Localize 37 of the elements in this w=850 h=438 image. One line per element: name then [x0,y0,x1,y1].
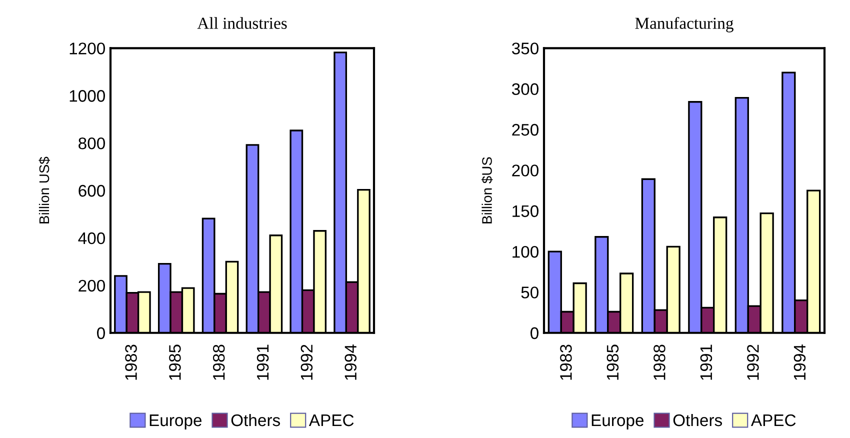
y-tick-label: 0 [97,327,105,340]
y-tick-label: 50 [521,286,538,298]
y-tick-label: 300 [512,83,538,96]
y-tick-label: 400 [78,232,105,244]
x-tick-label: 1994 [344,344,357,380]
y-tick-label: 0 [530,327,538,340]
x-tick-label: 1983 [125,344,137,380]
y-tick-label: 200 [512,164,538,176]
y-tick-label: 200 [78,280,105,292]
x-tick-label: 1994 [794,344,806,380]
legend-label: Others [673,414,722,426]
legend-label: Europe [150,414,202,430]
y-tick-label: 250 [512,124,538,136]
x-tick-label: 1991 [256,344,269,380]
y-tick-label: 150 [512,205,538,218]
x-tick-label: 1988 [212,344,225,380]
y-axis-title: Billion $US [482,157,493,224]
x-tick-label: 1985 [606,344,619,380]
x-tick-label: 1992 [747,344,759,380]
legend-label: Europe [592,414,644,430]
x-tick-label: 1991 [700,344,712,380]
y-tick-label: 1200 [70,42,105,54]
y-tick-label: 100 [512,246,538,258]
x-tick-label: 1988 [654,344,666,380]
x-tick-label: 1983 [560,344,572,380]
legend-label: APEC [750,414,796,426]
y-tick-label: 1000 [70,90,105,102]
legend-label: APEC [308,414,354,426]
chart-title: Manufacturing [635,17,734,32]
y-tick-label: 800 [78,137,105,150]
y-tick-label: 350 [512,42,538,54]
y-tick-label: 600 [78,184,105,197]
x-tick-label: 1985 [169,344,181,380]
legend-label: Others [231,414,280,426]
chart-title: All industries [197,17,287,29]
x-tick-label: 1992 [300,344,313,380]
y-axis-title: Billion US$ [38,156,50,224]
